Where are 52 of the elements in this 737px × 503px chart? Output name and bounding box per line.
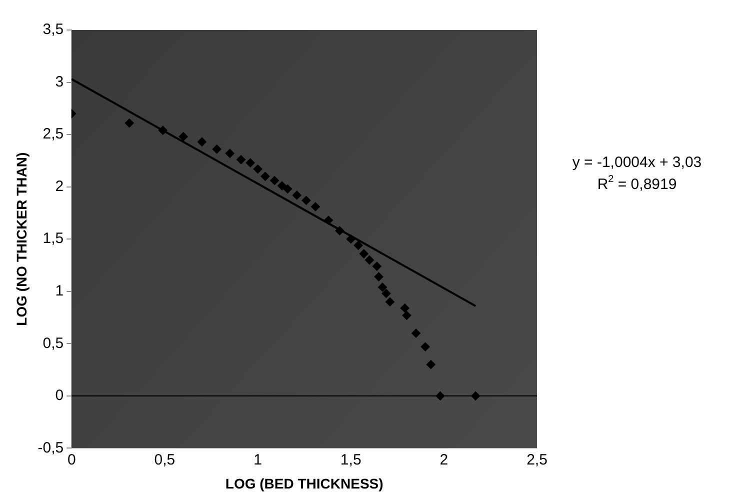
y-tick-label: 1,5 — [42, 230, 64, 248]
point — [124, 118, 134, 128]
point — [471, 391, 480, 400]
point — [335, 226, 344, 236]
x-tick-label: 1 — [254, 451, 262, 468]
point — [236, 155, 246, 164]
point — [372, 262, 382, 271]
point — [436, 391, 445, 400]
point — [385, 297, 394, 306]
point — [212, 144, 222, 154]
point — [292, 190, 302, 200]
point — [246, 158, 255, 168]
point — [225, 148, 234, 158]
x-tick-label: 0 — [67, 451, 76, 468]
y-tick-label: 2 — [55, 178, 64, 195]
point — [402, 310, 412, 320]
point — [310, 202, 320, 212]
point — [270, 176, 280, 186]
y-tick-label: 2,5 — [42, 126, 64, 143]
point — [364, 256, 374, 265]
y-tick-label: -0,5 — [38, 439, 64, 456]
point — [197, 137, 206, 146]
y-tick-label: 0,5 — [42, 334, 64, 352]
point — [382, 288, 391, 298]
point — [324, 216, 334, 225]
point — [260, 172, 270, 181]
y-tick-label: 3,5 — [42, 21, 64, 38]
text: y = -1,0004x + 3,03 — [572, 154, 702, 171]
point — [374, 272, 384, 282]
point — [277, 181, 286, 190]
point — [283, 184, 292, 194]
y-tick-label: 1 — [55, 282, 64, 300]
point — [178, 132, 188, 142]
x-tick-label: 2 — [440, 451, 448, 468]
point — [359, 249, 368, 258]
point — [346, 234, 356, 244]
point — [420, 342, 430, 352]
point — [253, 164, 262, 174]
x-tick-label: 0,5 — [154, 451, 176, 468]
x-tick-label: 2,5 — [526, 451, 548, 468]
y-tick-label: 3 — [55, 73, 64, 90]
point — [400, 304, 410, 313]
x-tick-label: 1,5 — [340, 451, 362, 468]
point — [426, 360, 436, 370]
point — [412, 328, 421, 338]
point — [378, 282, 388, 292]
y-axis-title: LOG (NO THICKER THAN) — [13, 152, 30, 326]
point — [354, 240, 363, 250]
point — [302, 196, 311, 205]
point — [158, 126, 168, 135]
y-tick-label: 0 — [55, 387, 64, 404]
x-axis-title: LOG (BED THICKNESS) — [225, 475, 384, 492]
